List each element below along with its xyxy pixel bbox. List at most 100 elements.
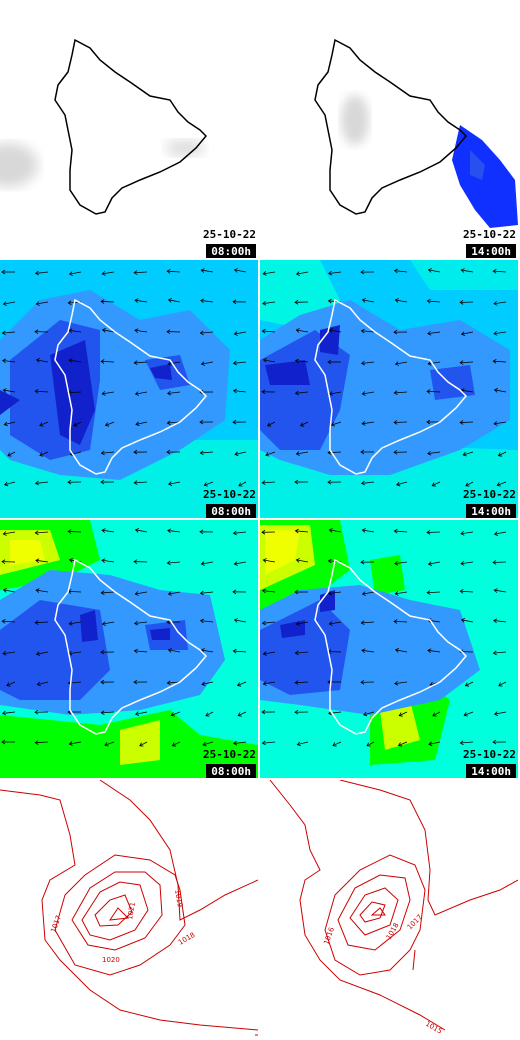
wind-arrow	[395, 299, 408, 303]
wind-arrow	[296, 621, 309, 625]
wind-arrow-head	[233, 331, 238, 336]
wind-arrow	[200, 331, 214, 334]
pressure-map-1400[interactable]: 1016 1018 1017 1015	[260, 780, 518, 1038]
wind-arrow	[134, 329, 148, 333]
precip-map-0800[interactable]: 25-10-22 08:00h	[0, 0, 258, 258]
wind-low-map-0800[interactable]: 25-10-22 08:00h	[0, 260, 258, 518]
wind-arrow-head	[67, 479, 72, 485]
wind-arrow	[233, 531, 247, 534]
wind-arrow	[101, 301, 115, 303]
wind-arrow-head	[200, 648, 205, 653]
wind-arrow	[135, 711, 148, 715]
wind-high-map-0800[interactable]: 25-10-22 08:00h	[0, 520, 258, 778]
isobar-line	[412, 949, 416, 971]
wind-arrow-head	[3, 421, 8, 427]
wind-arrow	[167, 421, 181, 424]
wind-arrow	[233, 650, 247, 653]
wind-arrow	[296, 559, 309, 563]
wind-arrow	[493, 561, 507, 563]
wind-arrow-head	[1, 710, 7, 716]
isobar-label: 1015	[424, 1020, 443, 1036]
wind-arrow-head	[262, 651, 267, 656]
wind-arrow-head	[496, 482, 501, 487]
wind-arrow-head	[203, 482, 208, 487]
wind-arrow	[394, 530, 408, 533]
wind-arrow	[201, 561, 214, 565]
wind-arrow-head	[101, 328, 107, 333]
wind-arrow-head	[2, 588, 8, 593]
wind-arrow	[37, 681, 49, 686]
wind-arrow	[139, 741, 148, 747]
wind-arrow-head	[1, 559, 6, 565]
wind-arrow	[428, 741, 441, 745]
wind-arrow-head	[68, 558, 74, 563]
wind-arrow	[328, 451, 342, 454]
wind-arrow-head	[35, 651, 41, 656]
wind-arrow-head	[199, 419, 204, 425]
wind-arrow-head	[261, 620, 266, 626]
wind-low-map-1400[interactable]: 25-10-22 14:00h	[260, 260, 518, 518]
wind-arrow-head	[133, 559, 138, 565]
precip-map-1400[interactable]: 25-10-22 14:00h	[260, 0, 518, 258]
wind-arrow-head	[1, 269, 6, 275]
wind-arrow-head	[167, 591, 172, 596]
wind-arrow-head	[361, 391, 366, 396]
wind-arrow	[35, 531, 49, 534]
date-label: 25-10-22	[463, 488, 516, 501]
wind-arrow	[135, 391, 148, 395]
wind-arrow-head	[492, 560, 497, 565]
wind-arrow	[35, 621, 49, 624]
wind-arrow	[201, 269, 214, 273]
isobar-label: 1017	[49, 914, 63, 933]
wind-arrow	[36, 359, 49, 363]
wind-arrow	[101, 451, 115, 454]
wind-arrow	[361, 649, 375, 653]
wind-arrow	[262, 330, 276, 333]
isobar-line	[269, 780, 446, 1031]
wind-high-map-1400[interactable]: 25-10-22 14:00h	[260, 520, 518, 778]
wind-arrow	[201, 649, 214, 653]
wind-arrow-head	[34, 740, 39, 745]
wind-arrow-head	[100, 450, 105, 456]
wind-arrow	[494, 589, 507, 593]
wind-arrow	[200, 620, 214, 623]
wind-arrow-head	[361, 528, 366, 533]
wind-arrow-head	[360, 559, 365, 565]
wind-arrow	[362, 529, 375, 533]
wind-arrow-head	[360, 480, 366, 486]
wind-arrow-head	[100, 649, 105, 655]
wind-arrow-head	[328, 528, 333, 533]
wind-arrow	[237, 711, 247, 716]
wind-arrow	[3, 589, 16, 593]
time-badge: 14:00h	[466, 504, 516, 518]
wind-arrow	[135, 421, 148, 425]
wind-arrow-head	[393, 390, 398, 396]
wind-arrow-head	[459, 589, 464, 594]
wind-arrow	[234, 619, 247, 623]
wind-arrow	[427, 390, 441, 393]
wind-arrow-head	[35, 558, 40, 564]
wind-arrow	[361, 621, 375, 624]
wind-arrow-head	[104, 742, 109, 747]
wind-arrow	[234, 269, 247, 273]
wind-arrow-head	[327, 590, 333, 596]
wind-arrow-head	[39, 452, 44, 457]
pressure-map-0800[interactable]: 1017 1019 1020 1021 1018	[0, 780, 258, 1038]
pressure-svg-0800: 1017 1019 1020 1021 1018	[0, 780, 258, 1036]
wind-arrow-head	[171, 742, 177, 747]
date-label: 25-10-22	[203, 488, 256, 501]
wind-arrow	[202, 741, 214, 746]
wind-arrow	[3, 389, 16, 393]
island-coastline	[54, 298, 208, 475]
wind-arrow	[102, 391, 115, 395]
wind-arrow-head	[73, 422, 78, 427]
wind-arrow-head	[104, 422, 110, 427]
wind-arrow-head	[35, 358, 41, 363]
wind-arrow-head	[294, 299, 299, 305]
wind-arrow	[493, 651, 507, 654]
wind-arrow	[428, 561, 441, 565]
wind-arrow	[167, 270, 181, 273]
precip-svg-1400	[260, 0, 518, 258]
wind-arrow-head	[266, 422, 272, 427]
wind-arrow-head	[100, 359, 105, 364]
